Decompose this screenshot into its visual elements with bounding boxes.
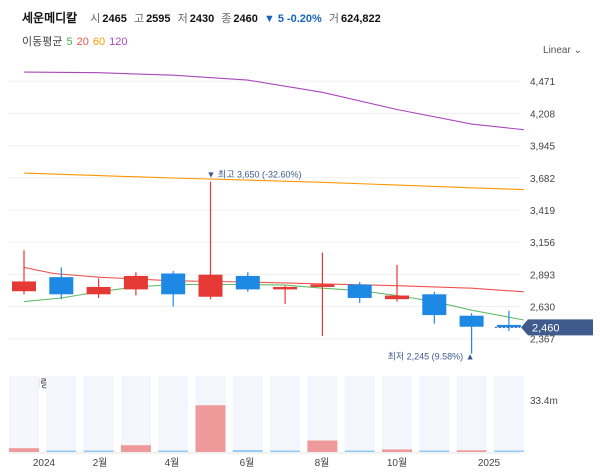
candle-body <box>86 286 111 295</box>
y-tick-label: 3,419 <box>530 206 555 217</box>
y-tick-label: 4,208 <box>530 109 555 120</box>
candle-body <box>347 284 372 298</box>
scale-selector-label: Linear <box>543 45 571 56</box>
candle-body <box>273 286 298 290</box>
volume-bar <box>344 450 375 452</box>
open-label: 시 <box>90 13 101 25</box>
candle-body <box>49 277 74 295</box>
change-arrow-icon: ▼ <box>263 13 275 25</box>
ma-line-ma120 <box>23 71 524 131</box>
volume-column-bg <box>232 376 263 452</box>
stock-header: 세운메디칼 시 2465 고 2595 저 2430 종 2460 ▼ 5 -0.20% 거… <box>22 9 381 26</box>
ma-legend-60: 60 <box>92 36 106 48</box>
low-value: 2430 <box>189 13 215 25</box>
candle-body <box>422 294 447 316</box>
volume-column-bg <box>158 376 189 452</box>
close-label: 종 <box>221 13 232 25</box>
scale-selector[interactable]: Linear ⌄ <box>543 45 582 56</box>
volume-bar <box>456 450 487 452</box>
candle-body <box>123 275 148 290</box>
low-label: 저 <box>177 13 188 25</box>
volume-column-bg <box>270 376 301 452</box>
candle-body <box>198 274 223 297</box>
open-value: 2465 <box>102 13 127 25</box>
volume-column-bg <box>382 376 412 452</box>
ma-line-ma60 <box>23 172 524 191</box>
volume-bar <box>158 450 189 452</box>
volume-column-bg <box>344 376 375 452</box>
x-tick-label: 8월 <box>315 457 330 469</box>
volume-column-bg <box>493 376 524 452</box>
volume-label: 거 <box>328 13 340 25</box>
x-tick-label: 2025 <box>478 458 501 469</box>
ma-legend-20: 20 <box>76 36 89 48</box>
volume-bar <box>493 450 524 452</box>
y-tick-label: 2,367 <box>530 335 555 346</box>
volume-bar <box>9 448 39 452</box>
ma-legend-5: 5 <box>66 36 73 48</box>
candle-body <box>496 324 521 328</box>
x-tick-label: 4월 <box>165 457 180 469</box>
volume-bar <box>382 449 412 452</box>
x-tick-label: 10월 <box>387 457 407 469</box>
x-tick-label: 2월 <box>93 457 108 469</box>
volume-column-bg <box>419 376 450 452</box>
candle-body <box>161 273 186 295</box>
stock-name: 세운메디칼 <box>22 11 78 25</box>
y-tick-label: 3,682 <box>530 174 555 185</box>
ma-legend-120: 120 <box>109 36 128 48</box>
high-value: 2595 <box>146 13 171 25</box>
volume-bar <box>270 450 301 452</box>
volume-bar <box>120 445 151 452</box>
high-label: 고 <box>133 13 145 25</box>
current-price-badge <box>521 319 593 336</box>
y-tick-label: 3,945 <box>530 142 555 153</box>
volume-bar <box>83 450 114 452</box>
volume-bar <box>232 450 263 452</box>
volume-bar <box>419 450 450 452</box>
volume-axis-label: 33.4m <box>530 396 558 407</box>
y-tick-label: 2,630 <box>530 303 555 314</box>
y-tick-label: 4,471 <box>530 77 555 88</box>
min-price-annotation: 최저 2,245 (9.58%) ▲ <box>388 352 475 362</box>
ma-legend[interactable]: 이동평균 5 20 60 120 <box>22 33 131 49</box>
ma-legend-label: 이동평균 <box>22 36 63 48</box>
candle-body <box>385 295 409 300</box>
current-price-label: 2,460 <box>532 322 560 334</box>
candle-body <box>235 275 260 290</box>
candle-body <box>12 281 36 292</box>
candle-body <box>459 315 484 327</box>
y-tick-label: 3,156 <box>530 238 555 249</box>
volume-column-bg <box>83 376 114 452</box>
change-pct: -0.20% <box>286 13 322 25</box>
volume-value: 624,822 <box>341 13 381 25</box>
x-tick-label: 6월 <box>240 457 255 469</box>
volume-column-bg <box>9 376 39 452</box>
volume-column-bg <box>456 376 487 452</box>
y-tick-label: 2,893 <box>530 270 555 281</box>
volume-bar <box>46 450 77 452</box>
volume-column-bg <box>120 376 151 452</box>
volume-bar <box>307 440 338 452</box>
close-value: 2460 <box>233 13 258 25</box>
change-value: 5 <box>277 13 284 25</box>
volume-column-bg <box>46 376 77 452</box>
candle-body <box>310 284 335 287</box>
chevron-down-icon: ⌄ <box>573 45 582 56</box>
volume-bar <box>195 405 226 452</box>
x-tick-label: 2024 <box>33 458 56 469</box>
volume-column-bg <box>307 376 338 452</box>
max-price-annotation: ▼ 최고 3,650 (-32.60%) <box>207 170 302 180</box>
